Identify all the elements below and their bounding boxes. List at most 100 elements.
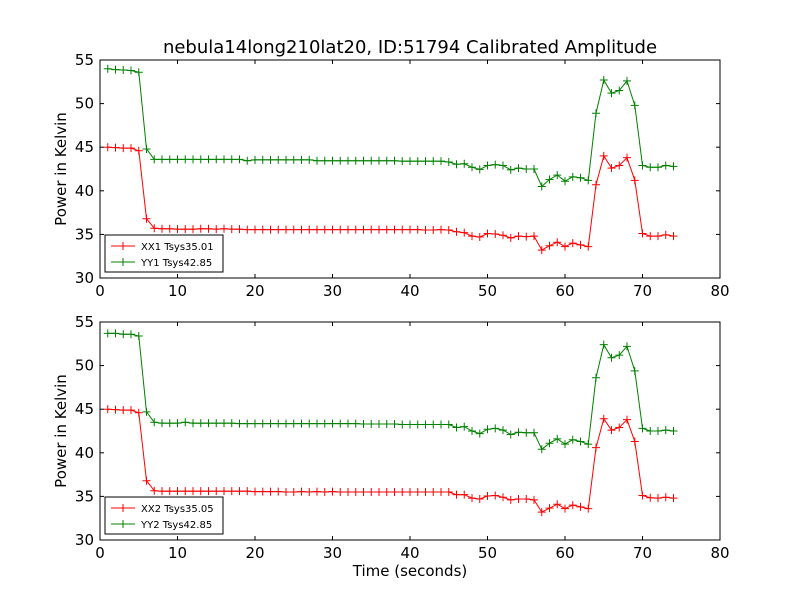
data-point bbox=[452, 160, 461, 169]
legend-box bbox=[104, 234, 224, 273]
data-point bbox=[468, 232, 476, 241]
data-point bbox=[297, 225, 306, 234]
data-point bbox=[227, 419, 236, 428]
data-point bbox=[119, 66, 128, 75]
data-point bbox=[150, 224, 159, 233]
x-tick-label: 20 bbox=[245, 282, 264, 300]
data-point bbox=[537, 508, 546, 517]
data-point bbox=[313, 156, 321, 165]
series-line bbox=[107, 332, 674, 451]
data-point bbox=[359, 488, 368, 497]
data-point bbox=[282, 488, 290, 497]
data-point bbox=[305, 155, 314, 164]
data-point bbox=[545, 504, 554, 513]
data-point bbox=[336, 419, 345, 428]
data-point bbox=[359, 420, 368, 429]
data-point bbox=[258, 419, 267, 428]
data-point bbox=[545, 175, 554, 184]
data-point bbox=[266, 487, 275, 496]
legend-marker bbox=[119, 258, 127, 266]
data-point bbox=[382, 420, 391, 429]
subplot-2: 0 10 20 30 40 50 60 70 80 30 35 40 45 50 55 Power in Ke… bbox=[52, 313, 730, 580]
data-point bbox=[576, 437, 585, 446]
y-axis-label: Power in Kelvin bbox=[52, 374, 70, 488]
data-point bbox=[204, 224, 213, 233]
data-point bbox=[483, 161, 492, 170]
data-point bbox=[452, 423, 461, 432]
x-tick-label: 0 bbox=[95, 282, 105, 300]
data-point bbox=[251, 419, 259, 428]
data-point bbox=[638, 229, 647, 238]
data-point bbox=[646, 163, 655, 172]
data-point bbox=[654, 494, 662, 503]
y-tick-label: 30 bbox=[75, 269, 94, 287]
data-point bbox=[661, 426, 670, 435]
data-point bbox=[204, 155, 213, 164]
data-point bbox=[452, 227, 461, 236]
x-tick-label: 60 bbox=[555, 282, 574, 300]
data-point bbox=[313, 419, 321, 428]
data-point bbox=[413, 488, 422, 497]
data-point bbox=[522, 495, 531, 504]
data-point bbox=[375, 225, 383, 234]
data-point bbox=[320, 156, 329, 165]
data-point bbox=[220, 419, 228, 428]
data-point bbox=[235, 419, 244, 428]
data-point bbox=[669, 427, 678, 435]
data-point bbox=[646, 493, 655, 502]
data-point bbox=[212, 155, 221, 164]
data-point bbox=[297, 419, 306, 428]
data-point bbox=[429, 157, 438, 166]
data-point bbox=[491, 229, 500, 238]
data-point bbox=[165, 155, 174, 164]
data-point bbox=[134, 68, 143, 77]
data-point bbox=[251, 225, 259, 234]
data-point bbox=[661, 230, 670, 239]
data-point bbox=[158, 224, 166, 233]
data-point bbox=[421, 157, 430, 166]
data-point bbox=[111, 65, 120, 74]
data-point bbox=[398, 157, 407, 166]
data-point bbox=[491, 424, 500, 433]
data-point bbox=[444, 226, 453, 235]
data-point bbox=[537, 182, 546, 191]
data-point bbox=[630, 437, 639, 446]
data-point bbox=[669, 232, 678, 241]
data-point bbox=[150, 155, 159, 164]
data-point bbox=[127, 66, 135, 75]
data-point bbox=[227, 225, 236, 234]
data-point bbox=[282, 419, 290, 428]
data-point bbox=[475, 165, 484, 174]
data-point bbox=[258, 487, 267, 496]
data-point bbox=[390, 156, 399, 165]
data-point bbox=[289, 488, 298, 497]
data-point bbox=[150, 486, 159, 495]
data-point bbox=[599, 76, 608, 85]
data-point bbox=[429, 420, 438, 429]
data-point bbox=[522, 428, 531, 437]
data-point bbox=[553, 238, 562, 247]
data-point bbox=[406, 420, 414, 429]
legend-marker bbox=[119, 242, 127, 250]
data-point bbox=[514, 495, 523, 504]
data-point bbox=[646, 427, 655, 435]
data-point bbox=[142, 144, 151, 153]
y-tick-label: 40 bbox=[75, 444, 94, 462]
data-point bbox=[413, 157, 422, 166]
data-point bbox=[258, 225, 267, 234]
data-point bbox=[119, 406, 128, 415]
data-point bbox=[103, 143, 112, 152]
y-tick-label: 35 bbox=[75, 225, 94, 243]
data-point bbox=[375, 156, 383, 165]
data-point bbox=[328, 156, 337, 165]
x-tick-label: 70 bbox=[633, 282, 652, 300]
x-tick-label: 30 bbox=[323, 544, 342, 562]
data-point bbox=[235, 155, 244, 164]
data-point bbox=[119, 144, 128, 153]
data-point bbox=[406, 157, 414, 166]
data-point bbox=[344, 156, 352, 165]
series-2 bbox=[103, 64, 678, 191]
data-point bbox=[165, 224, 174, 233]
data-point bbox=[429, 226, 438, 235]
